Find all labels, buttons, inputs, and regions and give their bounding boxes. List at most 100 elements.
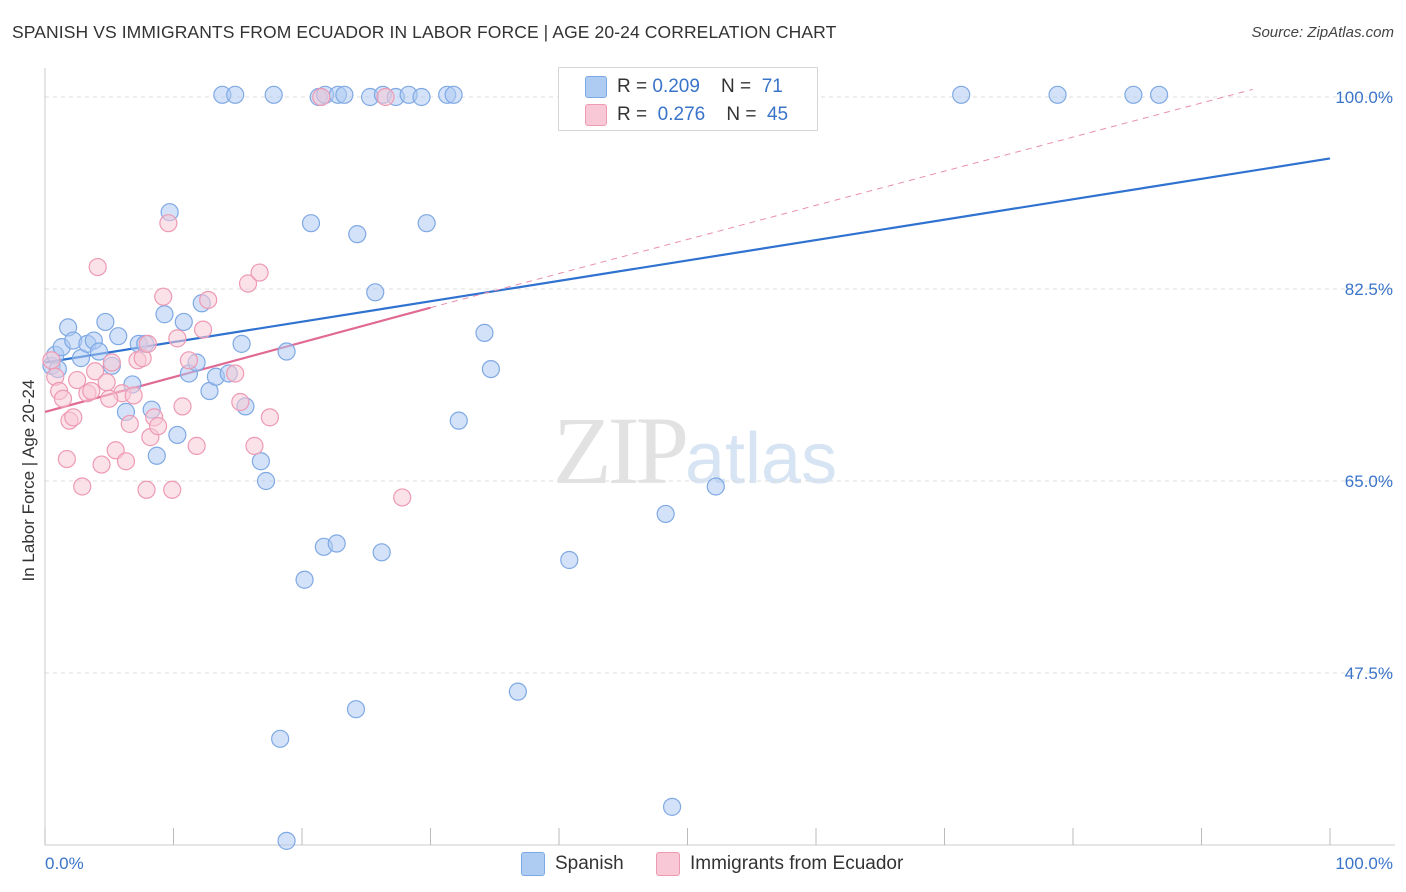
data-point [226, 364, 245, 383]
data-point [155, 305, 174, 324]
data-point [154, 287, 173, 306]
n-label: N = [721, 76, 757, 97]
data-point [1124, 85, 1143, 104]
data-point [560, 550, 579, 570]
y-tick-label: 100.0% [1335, 88, 1393, 107]
series-spanish [42, 85, 1169, 850]
data-point [444, 85, 463, 104]
data-point [393, 488, 412, 507]
y-tick-label: 47.5% [1345, 664, 1393, 683]
bottom-legend-swatch-spanish [521, 852, 545, 876]
gridlines [45, 96, 1395, 674]
data-point [193, 320, 213, 339]
r-value: 0.276 [657, 104, 706, 125]
data-point [232, 334, 251, 353]
data-point [366, 283, 385, 302]
x-tick-label: 0.0% [45, 854, 84, 873]
data-point [1048, 85, 1067, 104]
r-label: R = [617, 76, 653, 97]
data-point [159, 214, 178, 233]
data-point [301, 214, 321, 233]
watermark-zip: ZIP [553, 397, 689, 504]
data-point [73, 477, 92, 496]
axis-labels: 47.5% 65.0% 82.5% 100.0% 0.0% 100.0% In Labor … [19, 88, 1393, 873]
data-point [312, 87, 331, 107]
data-point [256, 471, 276, 491]
data-point [68, 370, 87, 390]
data-point [372, 543, 391, 562]
data-point [1149, 85, 1169, 104]
data-point [102, 353, 121, 372]
y-tick-label: 65.0% [1345, 472, 1393, 491]
data-point [706, 477, 725, 496]
trend-lines [44, 88, 1331, 413]
data-point [475, 323, 494, 342]
data-point [100, 389, 119, 408]
data-point [348, 225, 367, 244]
data-point [662, 797, 682, 816]
legend-text-ecuador: R = 0.276 N = 45 [617, 104, 788, 126]
data-point [231, 392, 250, 412]
data-point [109, 327, 128, 346]
trend-line-spanish [44, 157, 1331, 364]
data-point [148, 417, 168, 436]
data-point [163, 480, 182, 499]
bottom-legend-label-spanish: Spanish [555, 853, 624, 874]
data-point [251, 452, 270, 471]
data-points [42, 85, 1169, 850]
r-label: R = [617, 104, 653, 125]
data-point [260, 408, 279, 427]
data-point [53, 389, 73, 408]
data-point [335, 85, 354, 104]
n-label: N = [726, 104, 762, 125]
data-point [238, 274, 258, 293]
data-point [82, 381, 101, 401]
axes [44, 68, 1395, 846]
data-point [376, 87, 395, 107]
legend-swatch-spanish [585, 76, 607, 98]
data-point [226, 85, 245, 104]
data-point [42, 351, 61, 370]
chart-title: SPANISH VS IMMIGRANTS FROM ECUADOR IN LA… [12, 22, 837, 42]
data-point [295, 570, 314, 589]
n-value: 45 [766, 104, 789, 125]
n-value: 71 [761, 76, 783, 97]
correlation-legend: R = 0.209 N = 71 R = 0.276 N = 45 [558, 67, 818, 131]
data-point [174, 312, 193, 332]
data-point [179, 351, 199, 370]
source-credit: Source: ZipAtlas.com [1251, 24, 1394, 41]
data-point [92, 455, 111, 474]
data-point [173, 397, 192, 416]
data-point [124, 386, 143, 405]
data-point [245, 436, 264, 455]
data-point [57, 449, 76, 469]
bottom-legend-spanish: Spanish [521, 852, 624, 876]
zipatlas-watermark: ZIPatlas [553, 395, 837, 506]
data-point [952, 85, 971, 104]
data-point [147, 446, 166, 465]
data-point [199, 290, 218, 310]
data-point [168, 329, 187, 348]
data-point [271, 729, 290, 748]
r-value: 0.209 [652, 76, 700, 97]
data-point [138, 334, 157, 353]
series-ecuador [42, 87, 412, 507]
data-point [64, 408, 83, 427]
bottom-legend-label-ecuador: Immigrants from Ecuador [690, 853, 904, 874]
data-point [168, 425, 187, 445]
data-point [137, 480, 156, 499]
bottom-legend-ecuador: Immigrants from Ecuador [656, 852, 903, 876]
data-point [88, 257, 107, 277]
data-point [327, 534, 346, 553]
y-axis-title: In Labor Force | Age 20-24 [19, 380, 38, 582]
legend-swatch-ecuador [585, 104, 607, 126]
data-point [120, 414, 139, 434]
x-tick-label: 100.0% [1335, 854, 1393, 873]
data-point [187, 436, 206, 455]
bottom-legend-swatch-ecuador [656, 852, 680, 876]
data-point [508, 682, 527, 701]
data-point [116, 452, 136, 471]
data-point [417, 214, 436, 233]
data-point [412, 87, 431, 107]
